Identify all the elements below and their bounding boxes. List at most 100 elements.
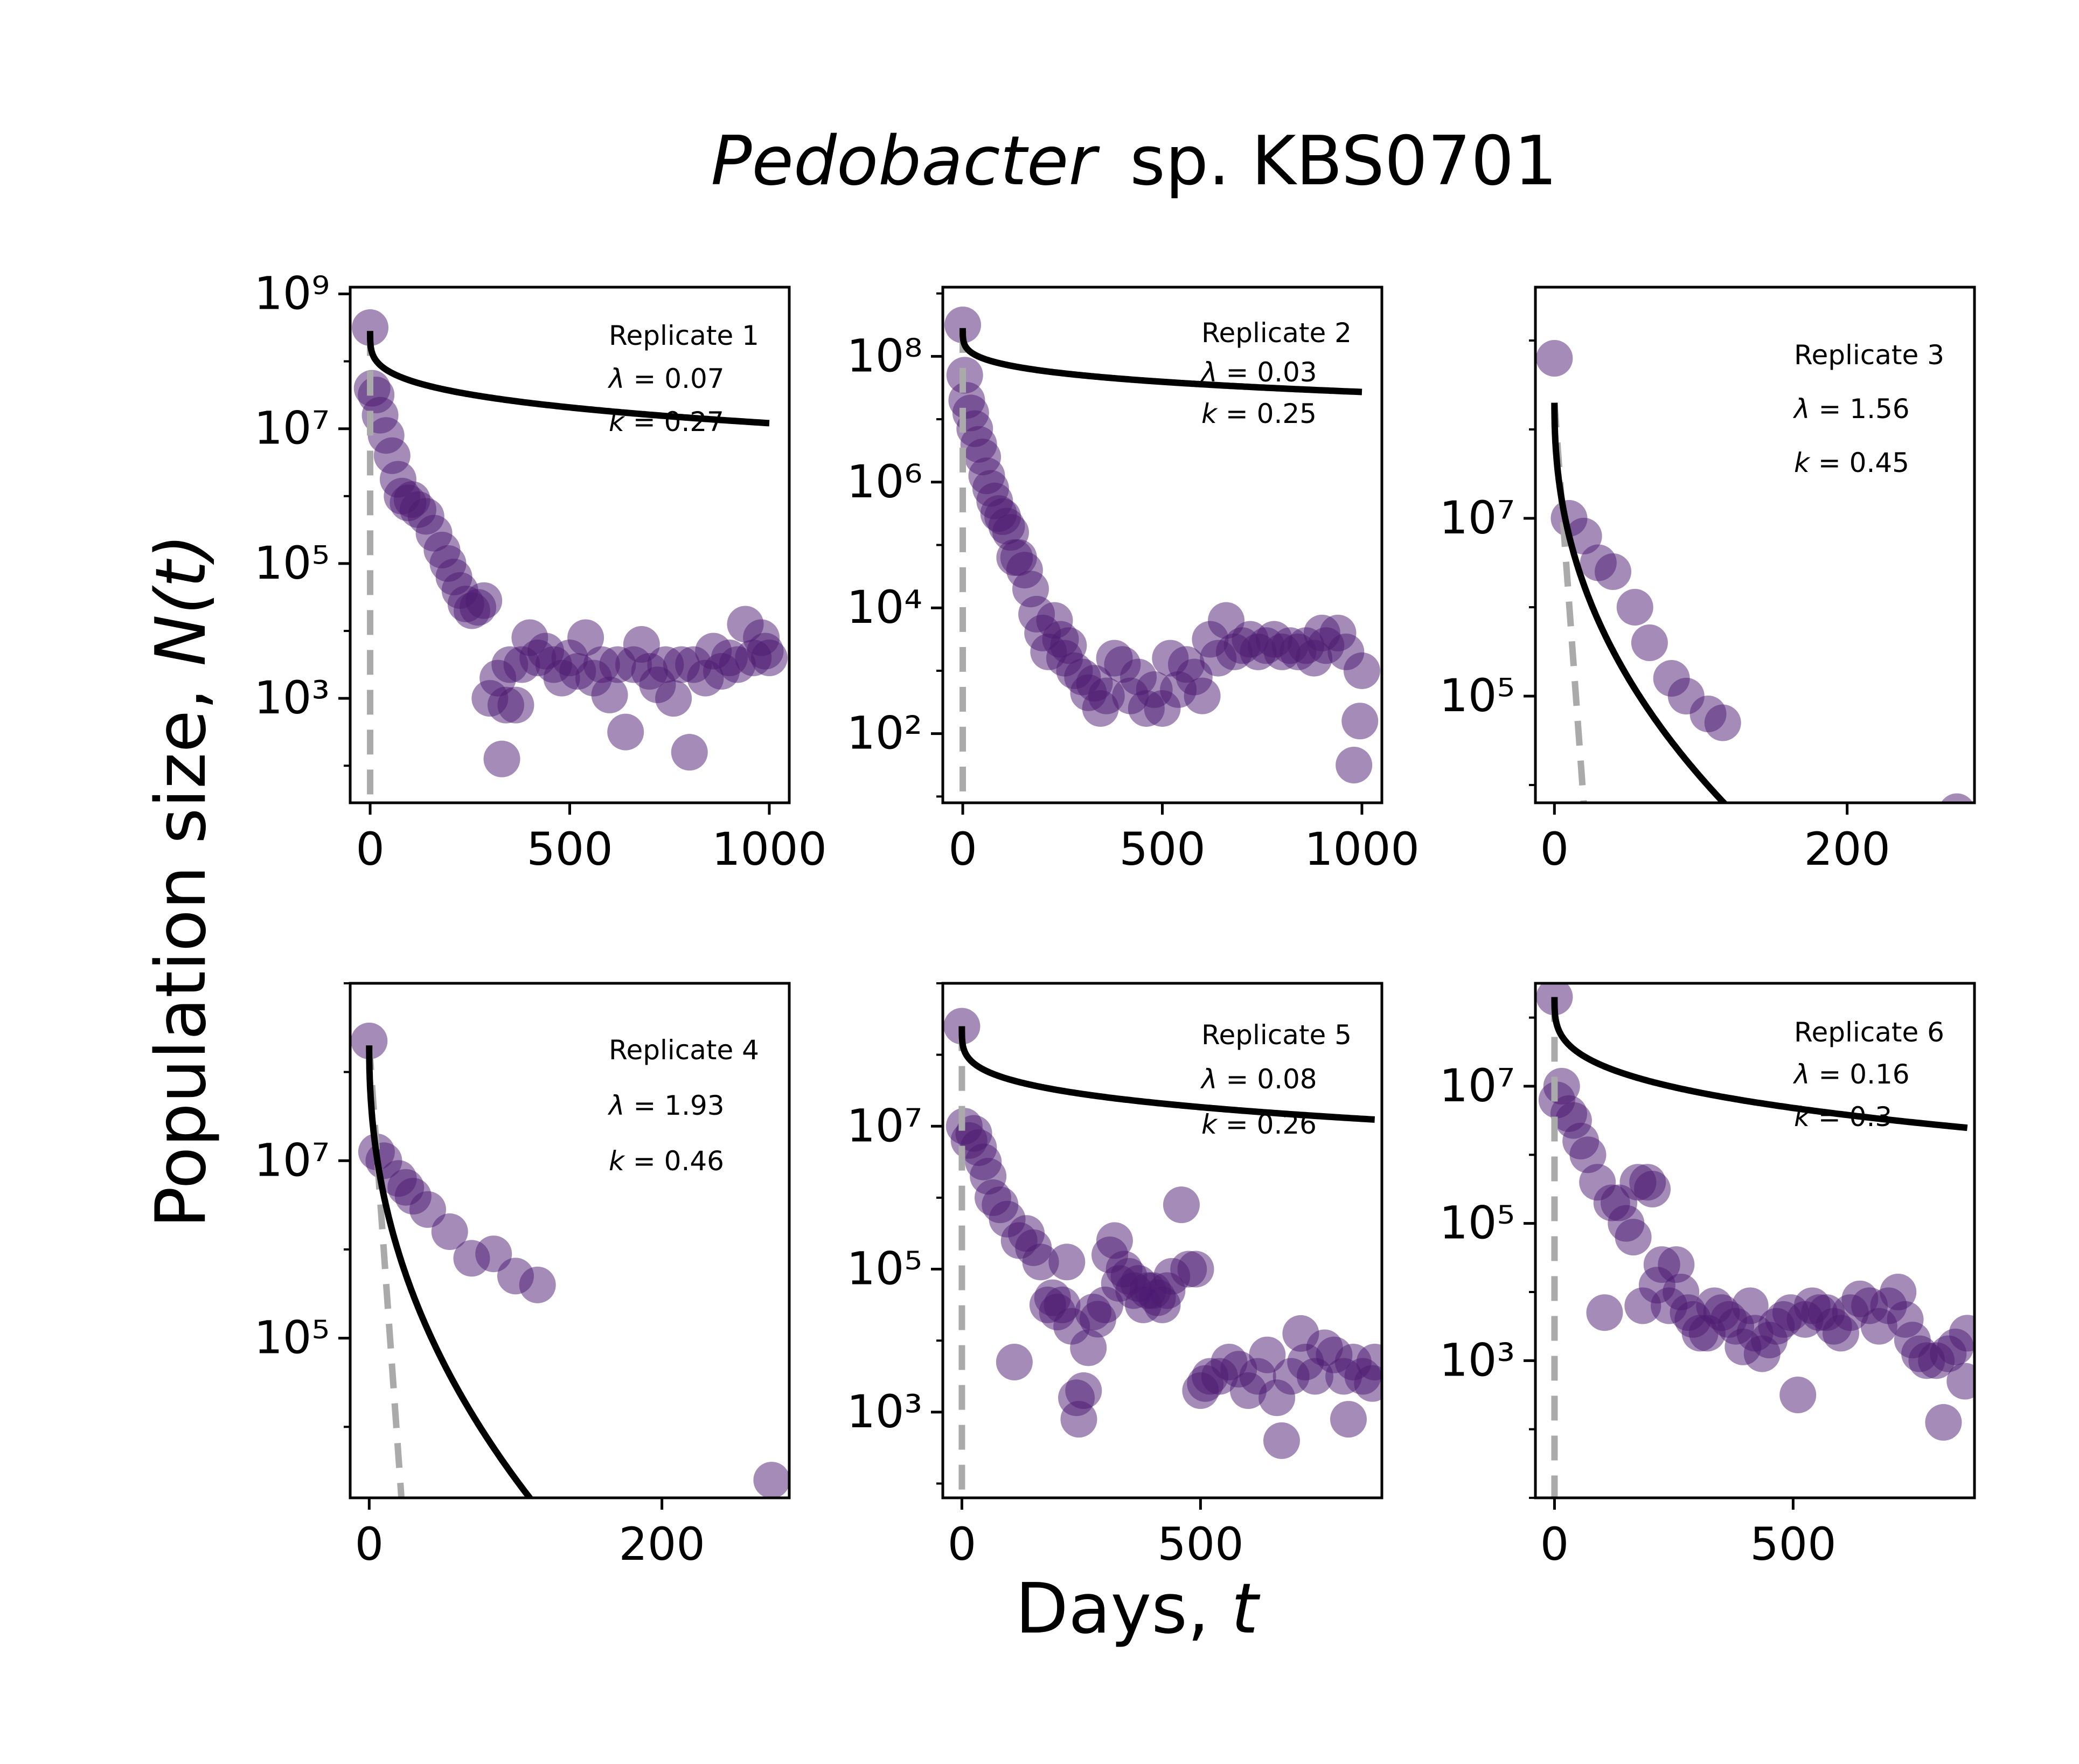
lambda-annotation: λ = 1.93 [607, 1090, 725, 1121]
data-point [944, 307, 982, 344]
y-tick-label: 10³ [254, 671, 330, 724]
axes-frame [941, 982, 1383, 1499]
y-tick-label: 10⁷ [254, 1134, 330, 1186]
weibull-fit-curve [366, 1045, 534, 1498]
data-point [1779, 1377, 1817, 1413]
plot-area [944, 307, 1380, 803]
replicate-label: Replicate 4 [609, 1034, 759, 1066]
lambda-annotation: λ = 0.03 [1200, 357, 1317, 388]
y-tick-label: 10⁷ [254, 402, 330, 455]
panels: 0 500 1000 10³ 10⁵ 10⁷ 10⁹ Replicate 1 λ = 0.07 k… [254, 267, 1976, 1571]
x-tick-label: 500 [1119, 823, 1205, 876]
lambda-annotation: λ = 0.16 [1792, 1059, 1910, 1090]
y-axis-label-var: N(t) [141, 534, 221, 666]
plot-area [943, 1008, 1382, 1498]
y-tick-label: 10⁷ [846, 1099, 922, 1152]
data-point [1946, 1363, 1974, 1400]
data-point [1177, 1251, 1214, 1288]
x-axis-label-var: t [1231, 1569, 1261, 1649]
replicate-label: Replicate 5 [1201, 1019, 1352, 1051]
x-tick-label: 500 [1750, 1518, 1836, 1571]
k-annotation: k = 0.25 [1201, 398, 1317, 429]
data-point [671, 734, 708, 771]
replicate-label: Replicate 2 [1201, 317, 1352, 349]
data-point [1615, 1219, 1652, 1256]
data-point [1616, 589, 1653, 626]
figure-title: Pedobacter sp. KBS0701 [711, 121, 1557, 200]
data-point [1586, 1294, 1623, 1331]
y-tick-label: 10⁸ [846, 329, 922, 382]
x-tick-label: 0 [355, 1518, 384, 1571]
data-point [431, 1213, 468, 1251]
x-tick-label: 1000 [712, 823, 827, 876]
data-point [497, 686, 534, 724]
x-tick-label: 200 [618, 1518, 705, 1571]
replicate-label: Replicate 6 [1794, 1017, 1944, 1048]
x-tick-label: 0 [948, 823, 977, 876]
data-point [1048, 1244, 1086, 1281]
weibull-fit-curve [959, 328, 1362, 395]
data-point [1634, 1171, 1671, 1207]
panel-replicate-5: 0 500 10³ 10⁵ 10⁷ Replicate 5 λ = 0.08 k = 0.26 [846, 982, 1383, 1571]
replicate-label: Replicate 3 [1794, 339, 1944, 371]
data-point [753, 1462, 789, 1498]
k-annotation: k = 0.27 [609, 406, 724, 437]
title-italic: Pedobacter [711, 121, 1100, 200]
data-point [1356, 1343, 1382, 1380]
weibull-fit-curve [1551, 402, 1728, 803]
data-point [567, 619, 604, 656]
axes-frame [1534, 286, 1976, 804]
data-point [1163, 1186, 1200, 1224]
data-point [1263, 1422, 1300, 1459]
data-point [465, 582, 503, 619]
panel-replicate-1: 0 500 1000 10³ 10⁵ 10⁷ 10⁹ Replicate 1 λ = 0.07 k… [254, 267, 826, 876]
title-rest: sp. KBS0701 [1130, 121, 1557, 200]
data-point [1925, 1404, 1962, 1441]
data-point [1704, 704, 1741, 741]
x-tick-label: 500 [526, 823, 613, 876]
axes-frame [1534, 982, 1976, 1499]
y-tick-label: 10² [846, 707, 922, 760]
weibull-fit-curve [367, 331, 770, 427]
y-tick-label: 10³ [846, 1385, 922, 1438]
data-point [1343, 652, 1380, 689]
expected-decay-line [1551, 402, 1587, 803]
axes-frame [349, 982, 791, 1499]
k-annotation: k = 0.45 [1794, 447, 1909, 478]
y-tick-label: 10⁵ [254, 537, 330, 589]
weibull-fit-curve [958, 1026, 1375, 1123]
panel-replicate-4: 0 200 10⁵ 10⁷ Replicate 4 λ = 1.93 k = 0.46 [254, 982, 791, 1571]
data-point [1880, 1274, 1917, 1310]
data-point [1594, 553, 1631, 590]
data-point [1184, 677, 1221, 714]
panel-replicate-3: 0 200 10⁵ 10⁷ Replicate 3 λ = 1.56 k = 0.45 [1439, 286, 1976, 876]
data-point [483, 740, 520, 777]
data-point [1065, 1372, 1102, 1409]
k-annotation: k = 0.46 [609, 1145, 724, 1177]
data-point [1658, 1246, 1695, 1283]
k-annotation: k = 0.3 [1794, 1101, 1892, 1133]
expected-decay-line [366, 1045, 405, 1498]
y-tick-label: 10⁵ [254, 1311, 330, 1364]
data-point [1631, 624, 1668, 661]
y-axis-label: Population size, N(t) [141, 534, 221, 1228]
y-axis-label-text: Population size, [141, 666, 221, 1228]
y-tick-label: 10⁵ [1439, 1197, 1515, 1249]
x-tick-label: 0 [1540, 823, 1569, 876]
data-point [1096, 1222, 1133, 1259]
plot-area [352, 309, 788, 800]
x-axis-label-text: Days, [1016, 1569, 1232, 1649]
y-tick-label: 10⁵ [1439, 669, 1515, 722]
x-tick-label: 500 [1157, 1518, 1243, 1571]
data-point [1536, 340, 1573, 377]
data-point [1732, 1287, 1769, 1324]
plot-area [1536, 983, 1974, 1498]
panel-replicate-6: 0 500 10³ 10⁵ 10⁷ Replicate 6 λ = 0.16 k = 0.3 [1439, 982, 1976, 1571]
data-point [1249, 1336, 1286, 1373]
data-point [519, 1266, 556, 1303]
plot-area [1536, 340, 1973, 803]
y-tick-label: 10⁹ [254, 267, 330, 320]
lambda-annotation: λ = 0.08 [1200, 1064, 1317, 1095]
data-point [591, 676, 628, 713]
